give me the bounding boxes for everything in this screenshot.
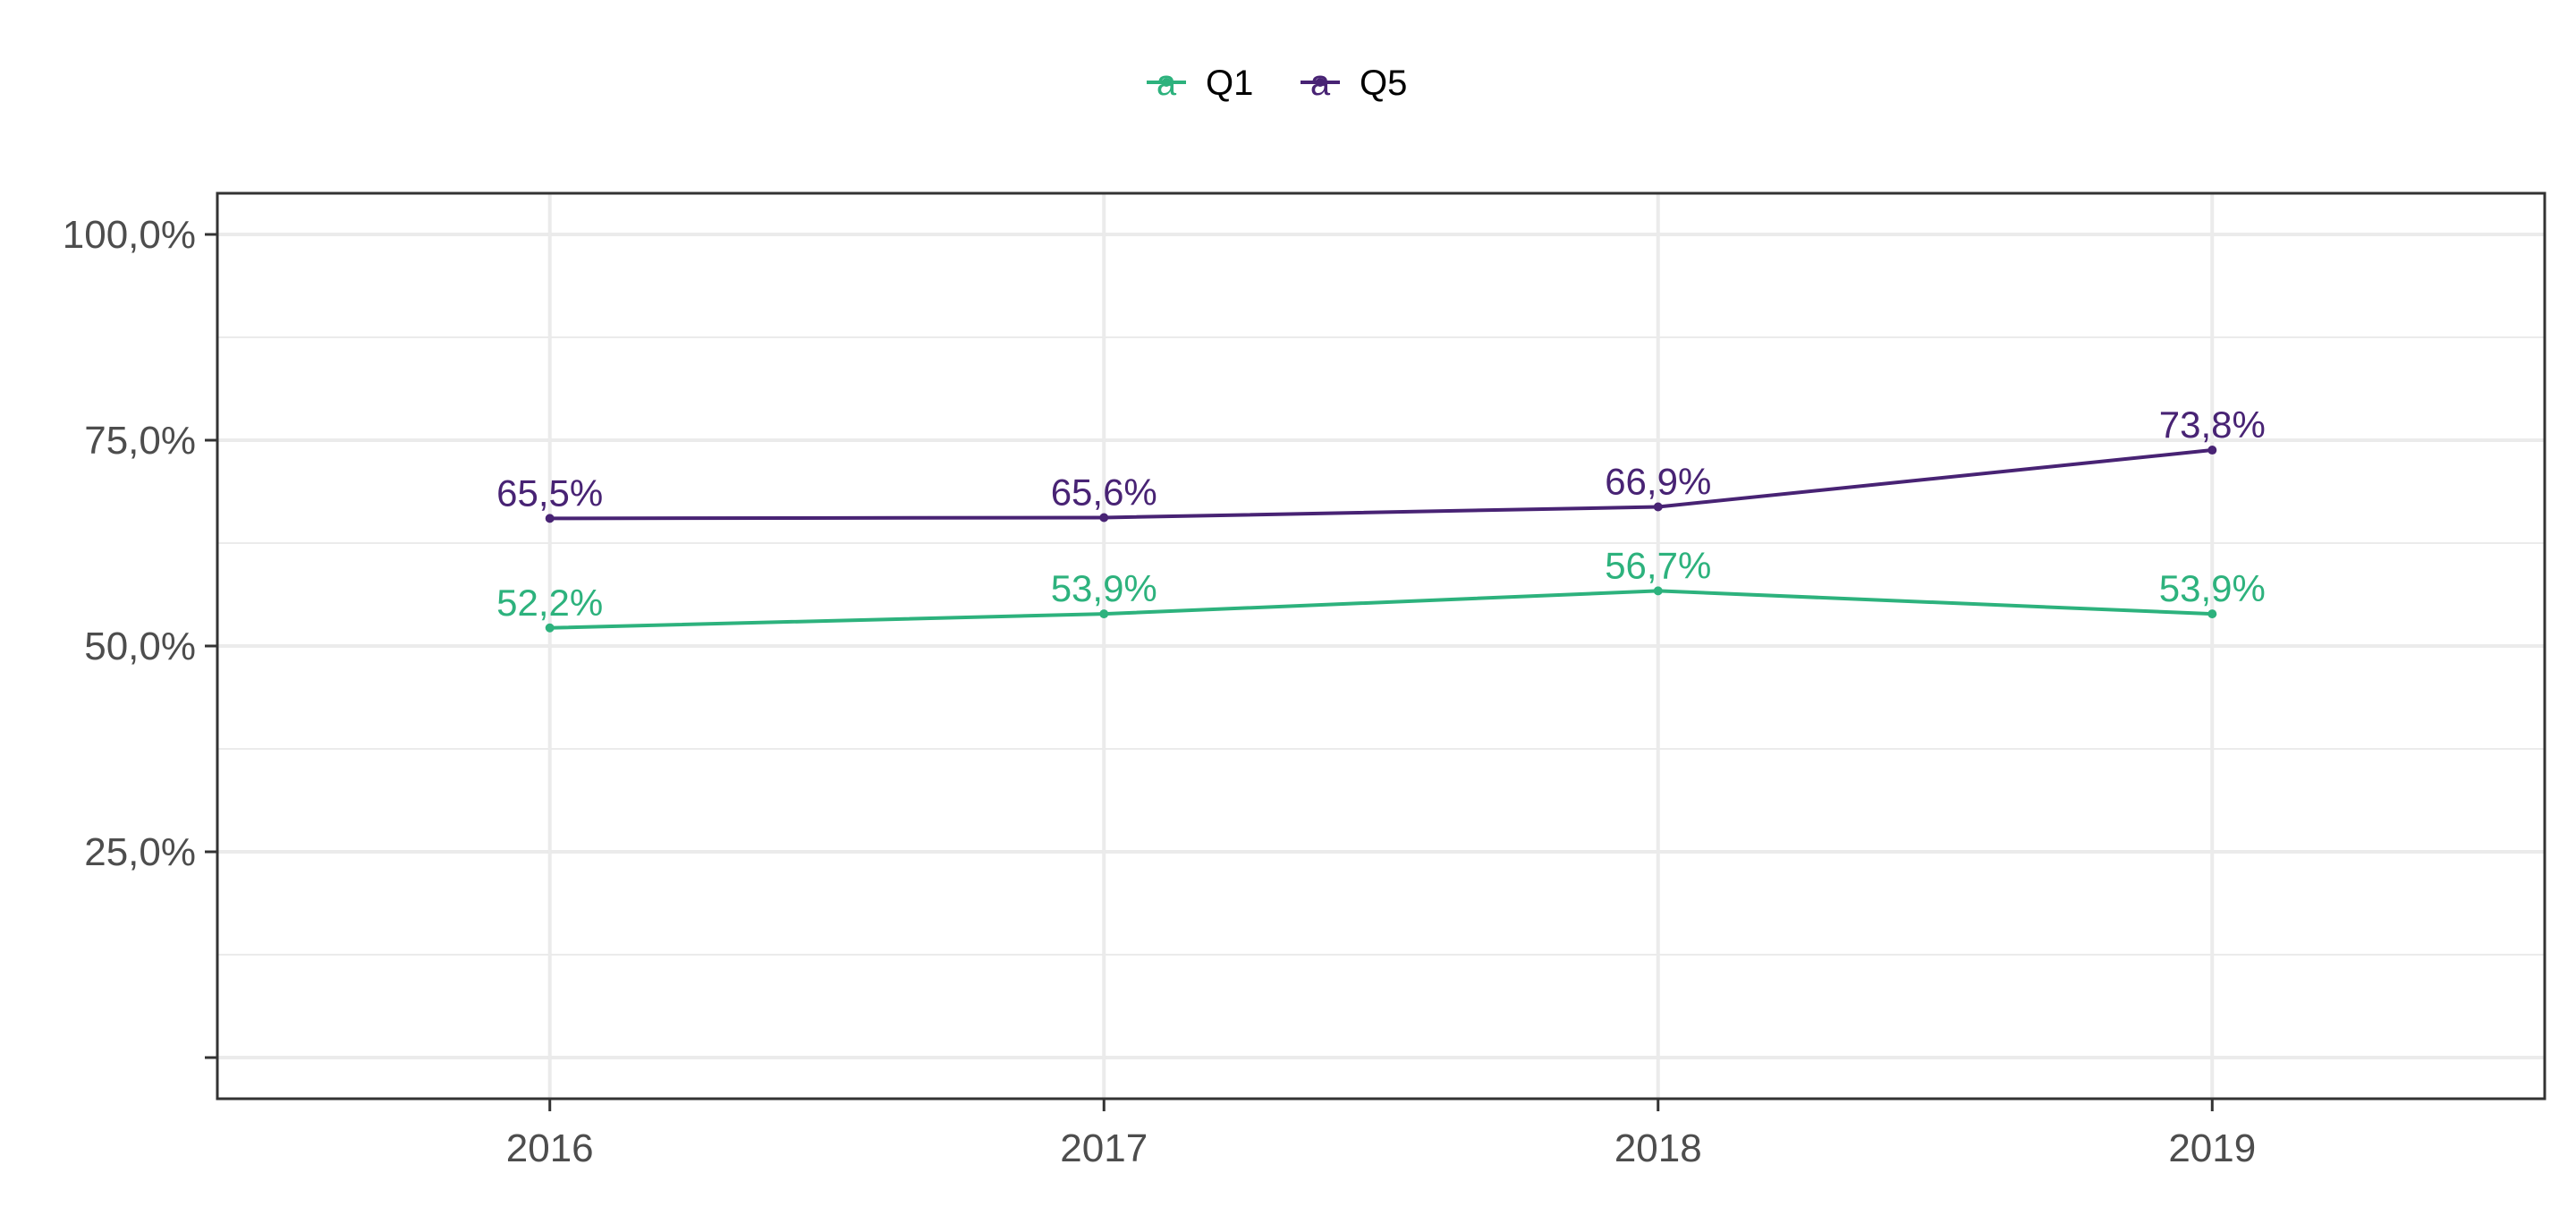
legend-item-q5: a Q5	[1301, 64, 1407, 103]
data-point-q1	[2207, 609, 2217, 619]
legend: a Q1 a Q5	[1147, 64, 1407, 103]
data-label-q1: 52,2%	[496, 582, 603, 624]
legend-key-point	[1162, 78, 1171, 87]
data-point-q5	[545, 514, 555, 523]
legend-key-glyph: a	[1157, 64, 1177, 103]
data-point-q5	[2207, 446, 2217, 455]
y-tick-label: 50,0%	[84, 625, 196, 668]
data-label-q1: 56,7%	[1605, 544, 1711, 586]
y-tick-label: 75,0%	[84, 419, 196, 463]
data-label-q1: 53,9%	[1051, 567, 1157, 609]
legend-label: Q1	[1206, 64, 1253, 103]
axes: 25,0% 50,0% 75,0% 100,0% 2016 2017 2018 2019	[63, 213, 2256, 1170]
data-label-q5: 65,6%	[1051, 471, 1157, 513]
x-tick-label: 2016	[506, 1126, 594, 1170]
x-tick-label: 2018	[1614, 1126, 1702, 1170]
data-point-q1	[545, 623, 555, 633]
series-line-q5	[549, 448, 2213, 521]
legend-label: Q5	[1360, 64, 1407, 103]
data-point-q1	[1099, 609, 1109, 619]
legend-key-glyph: a	[1310, 64, 1331, 103]
data-point-q1	[1653, 586, 1663, 596]
x-tick-label: 2019	[2168, 1126, 2256, 1170]
data-labels: 52,2% 53,9% 56,7% 53,9% 65,5% 65,6% 66,9% 73,8%	[496, 404, 2266, 624]
data-label-q5: 73,8%	[2159, 404, 2266, 446]
data-label-q5: 65,5%	[496, 472, 603, 514]
legend-key-point	[1316, 78, 1325, 87]
data-point-q5	[1653, 502, 1663, 512]
grid	[217, 193, 2545, 1099]
y-tick-label: 100,0%	[63, 213, 196, 257]
data-point-q5	[1099, 513, 1109, 523]
y-tick-label: 25,0%	[84, 830, 196, 874]
data-label-q1: 53,9%	[2159, 567, 2266, 609]
series-layer	[545, 446, 2217, 633]
data-label-q5: 66,9%	[1605, 461, 1711, 503]
x-tick-label: 2017	[1060, 1126, 1148, 1170]
legend-item-q1: a Q1	[1147, 64, 1253, 103]
series-line-q1	[549, 589, 2213, 630]
